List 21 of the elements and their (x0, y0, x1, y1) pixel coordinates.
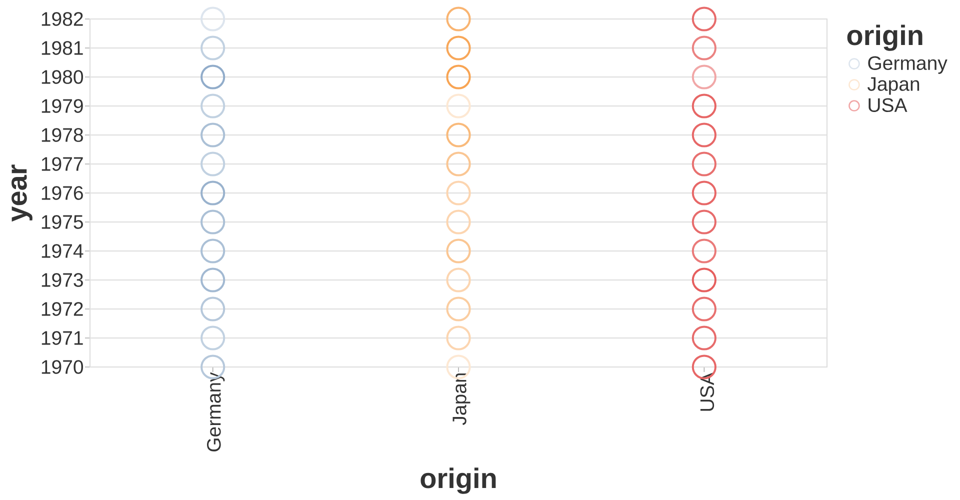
y-tick-label: 1976 (42, 186, 83, 200)
y-tick-label: 1972 (42, 302, 83, 316)
y-tick-label: 1971 (42, 331, 83, 345)
y-tick-label: 1982 (42, 12, 83, 26)
y-tick-label: 1978 (42, 128, 83, 142)
x-axis-title: origin (420, 468, 496, 494)
x-tick-label: Germany (207, 372, 225, 452)
y-tick-label: 1973 (42, 273, 83, 287)
y-tick-label: 1970 (42, 360, 84, 374)
legend-label: Japan (868, 77, 920, 95)
y-tick-label: 1979 (42, 99, 83, 113)
y-tick-label: 1977 (42, 157, 83, 171)
y-tick-label: 1975 (42, 215, 83, 229)
y-tick-label: 1980 (42, 70, 84, 84)
y-tick-label: 1981 (42, 41, 83, 55)
legend-label: Germany (868, 56, 948, 74)
legend-label: USA (868, 98, 908, 112)
y-axis-title: year (12, 164, 32, 222)
legend-title: origin (847, 24, 922, 51)
x-tick-label: Japan (452, 373, 470, 426)
y-tick-label: 1974 (42, 244, 84, 258)
